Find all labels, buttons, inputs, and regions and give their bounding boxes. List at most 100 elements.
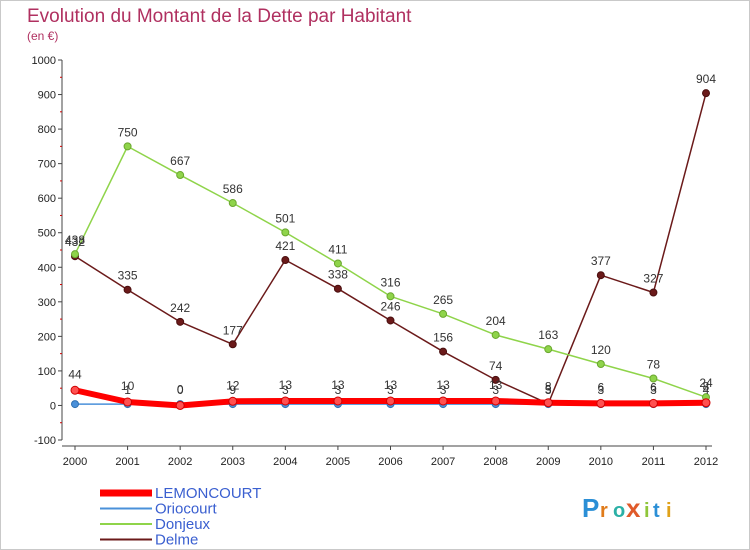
data-label-delme: 177 xyxy=(223,323,243,337)
x-tick-label: 2010 xyxy=(589,456,613,468)
data-point-delme xyxy=(333,284,342,293)
data-label-donjeux: 163 xyxy=(538,328,558,342)
data-label-donjeux: 586 xyxy=(223,182,243,196)
data-point-lemoncourt xyxy=(438,396,448,406)
data-label-lemoncourt: 44 xyxy=(68,367,82,381)
data-label-donjeux: 411 xyxy=(328,242,347,256)
data-point-oriocourt xyxy=(71,400,79,409)
logo-letter: P xyxy=(582,493,599,523)
data-label-delme: 156 xyxy=(433,331,453,345)
data-label-oriocourt: 0 xyxy=(177,383,184,397)
data-label-lemoncourt: 6 xyxy=(650,380,657,394)
data-label-oriocourt: 3 xyxy=(492,383,499,397)
y-tick-label: 300 xyxy=(38,297,56,309)
data-label-donjeux: 24 xyxy=(699,376,713,390)
data-label-oriocourt: 3 xyxy=(282,383,289,397)
data-point-lemoncourt xyxy=(386,396,395,406)
logo-letter: o xyxy=(613,500,625,522)
x-tick-label: 2004 xyxy=(273,456,297,468)
data-point-donjeux xyxy=(333,259,342,268)
data-label-delme: 335 xyxy=(118,269,138,283)
logo-letter: r xyxy=(600,500,608,522)
data-label-donjeux: 265 xyxy=(433,293,453,307)
data-point-donjeux xyxy=(281,228,290,237)
data-point-delme xyxy=(702,89,710,98)
y-tick-label: 100 xyxy=(38,366,56,378)
x-tick-label: 2005 xyxy=(326,456,350,468)
data-label-lemoncourt: 8 xyxy=(703,380,710,394)
data-label-delme: 904 xyxy=(696,72,716,86)
data-point-donjeux xyxy=(491,330,500,339)
x-tick-label: 2001 xyxy=(115,456,139,468)
logo-letter: x xyxy=(626,493,641,523)
data-label-donjeux: 501 xyxy=(275,211,295,225)
data-point-lemoncourt xyxy=(648,398,658,408)
data-point-donjeux xyxy=(386,292,395,301)
data-label-lemoncourt: 10 xyxy=(121,379,135,393)
x-tick-label: 2002 xyxy=(168,456,192,468)
data-label-oriocourt: 3 xyxy=(440,383,447,397)
x-tick-label: 2012 xyxy=(694,456,718,468)
proxiti-logo: Pr ox i t i xyxy=(582,493,672,523)
data-label-lemoncourt: 13 xyxy=(489,378,503,392)
data-label-donjeux: 316 xyxy=(380,275,400,289)
data-point-donjeux xyxy=(439,309,448,318)
chart-title: Evolution du Montant de la Dette par Hab… xyxy=(27,6,412,27)
data-label-delme: 327 xyxy=(643,271,663,285)
legend-label-donjeux: Donjeux xyxy=(155,516,211,533)
data-label-oriocourt: 3 xyxy=(335,383,342,397)
data-point-delme xyxy=(386,316,395,325)
data-point-lemoncourt xyxy=(596,398,606,408)
data-point-lemoncourt xyxy=(280,396,290,406)
data-point-donjeux xyxy=(123,142,132,151)
logo-letter: i xyxy=(666,500,672,522)
data-point-donjeux xyxy=(176,171,185,180)
data-label-lemoncourt: 0 xyxy=(177,382,184,396)
data-label-lemoncourt: 12 xyxy=(226,378,240,392)
data-label-delme: 338 xyxy=(328,268,348,282)
data-point-lemoncourt xyxy=(228,396,238,406)
data-label-donjeux: 750 xyxy=(118,125,138,139)
data-label-delme: 242 xyxy=(170,301,190,315)
y-tick-label: -100 xyxy=(34,435,56,447)
x-tick-label: 2011 xyxy=(642,456,666,468)
data-label-oriocourt: 9 xyxy=(229,383,236,397)
data-label-oriocourt: 3 xyxy=(597,383,604,397)
y-tick-label: 1000 xyxy=(32,55,56,67)
data-point-donjeux xyxy=(596,360,605,368)
y-tick-label: 400 xyxy=(38,262,56,274)
data-label-oriocourt: 3 xyxy=(387,383,394,397)
data-label-lemoncourt: 13 xyxy=(331,378,345,392)
data-label-oriocourt: 1 xyxy=(124,383,131,397)
data-label-delme: 246 xyxy=(380,299,400,313)
data-point-donjeux xyxy=(544,345,553,354)
data-label-donjeux: 667 xyxy=(170,154,190,168)
data-point-delme xyxy=(596,271,605,280)
series-line-delme xyxy=(74,92,707,405)
legend-label-oriocourt: Oriocourt xyxy=(155,501,218,518)
chart-subtitle: (en €) xyxy=(27,29,58,43)
data-label-oriocourt: 3 xyxy=(650,383,657,397)
data-label-donjeux: 78 xyxy=(647,358,661,372)
data-label-delme: 432 xyxy=(65,235,85,249)
data-point-delme xyxy=(649,288,658,297)
series-group xyxy=(70,89,711,410)
data-label-delme: 74 xyxy=(489,359,503,373)
y-tick-label: 700 xyxy=(38,159,56,171)
data-label-donjeux: 204 xyxy=(486,314,506,328)
data-label-lemoncourt: 13 xyxy=(436,378,450,392)
data-point-delme xyxy=(123,285,132,294)
x-tick-label: 2006 xyxy=(378,456,402,468)
y-tick-label: 0 xyxy=(50,400,56,412)
data-point-delme xyxy=(176,317,185,326)
x-tick-label: 2007 xyxy=(431,456,455,468)
x-tick-label: 2000 xyxy=(63,456,87,468)
y-tick-label: 500 xyxy=(38,228,56,240)
logo-letter: i xyxy=(644,500,650,522)
y-tick-label: 600 xyxy=(38,193,56,205)
data-label-lemoncourt: 6 xyxy=(597,380,604,394)
data-point-lemoncourt xyxy=(123,397,133,407)
data-labels: 4323352421774213382461567453773279044387… xyxy=(65,72,716,397)
